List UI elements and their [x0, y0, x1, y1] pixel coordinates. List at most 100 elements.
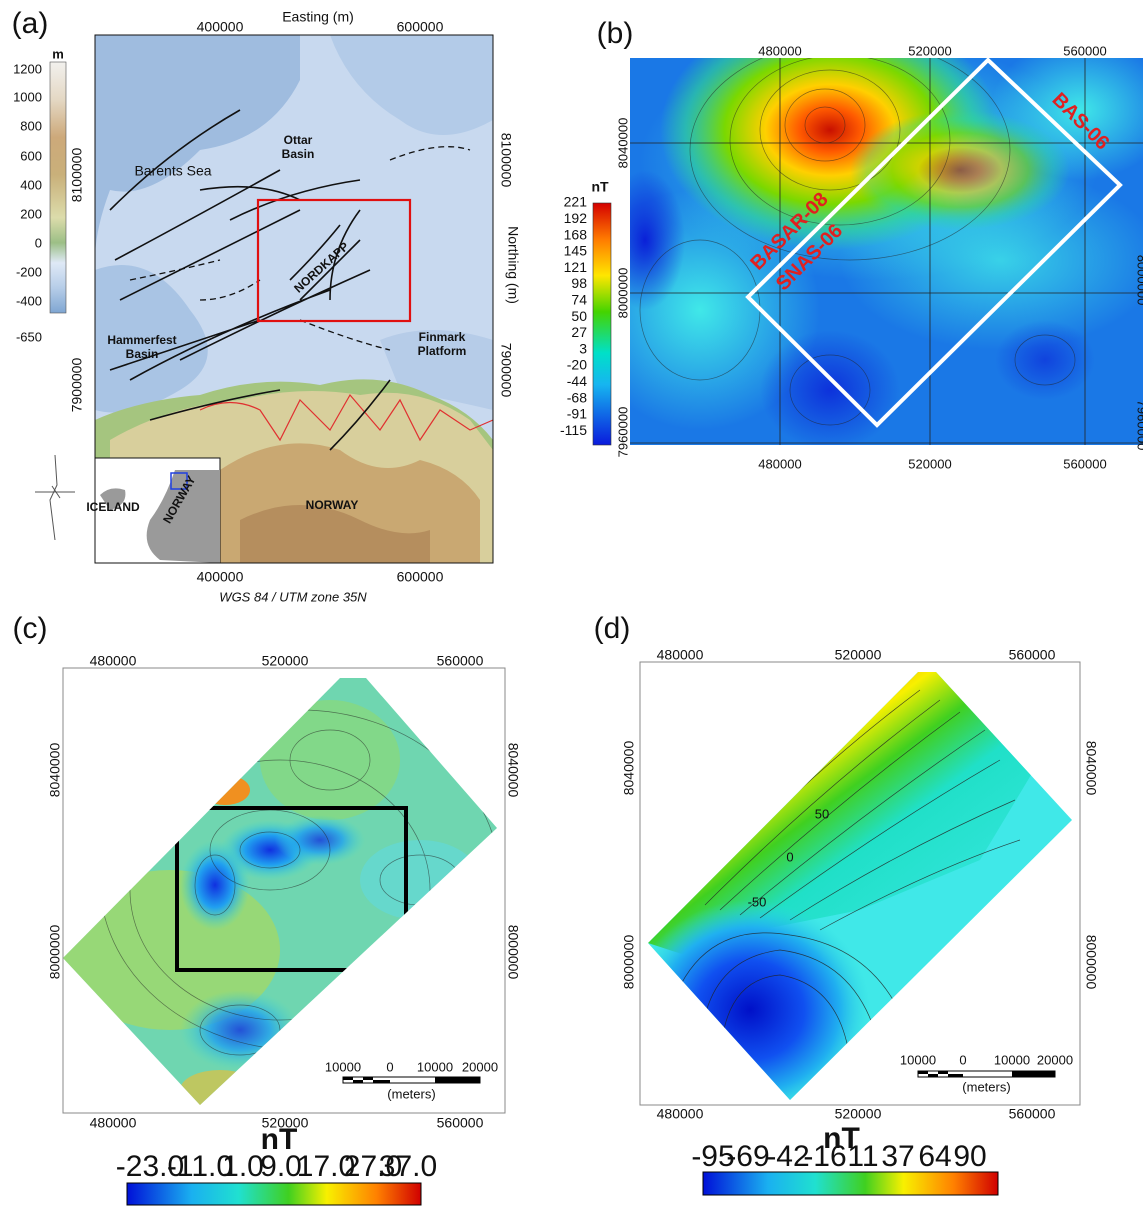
place-name: Platform [418, 344, 467, 358]
tick-label: 400000 [197, 19, 244, 35]
colorbar-label: 74 [571, 292, 587, 308]
place-name: Barents Sea [134, 163, 211, 179]
colorbar-label: -16 [803, 1140, 846, 1173]
tick-label: 7960000 [615, 407, 630, 458]
colorbar-label: 37.0 [379, 1150, 437, 1183]
colorbar-label: 800 [20, 118, 42, 133]
colorbar-label: -68 [567, 389, 587, 405]
tick-label: 8000000 [615, 268, 630, 319]
colorbar-label: 400 [20, 177, 42, 192]
tick-label: 8000000 [47, 925, 63, 980]
colorbar-label: 11 [847, 1140, 878, 1173]
scale-label: 0 [386, 1059, 393, 1074]
colorbar-label: 121 [564, 259, 588, 275]
colorbar-unit: m [52, 46, 64, 61]
place-name: Hammerfest [107, 333, 176, 347]
colorbar-d [703, 1172, 998, 1195]
scale-bar-c [343, 1077, 480, 1083]
tick-label: 8000000 [1083, 935, 1099, 990]
colorbar-label: -20 [567, 357, 587, 373]
colorbar-label: 200 [20, 206, 42, 221]
place-name: Basin [126, 347, 159, 361]
tick-label: 8100000 [498, 133, 514, 188]
tick-label: 7900000 [498, 343, 514, 398]
tick-label: 560000 [437, 653, 484, 669]
tick-label: 480000 [90, 1115, 137, 1131]
colorbar-a [50, 62, 66, 313]
panel-label: (c) [13, 612, 48, 645]
tick-label: 480000 [657, 647, 704, 663]
tick-label: 400000 [197, 569, 244, 585]
scale-unit: (meters) [387, 1086, 435, 1101]
tick-label: 480000 [758, 43, 801, 58]
map-a [95, 35, 493, 563]
tick-label: 560000 [1009, 647, 1056, 663]
colorbar-c [127, 1183, 421, 1205]
panel-label: (d) [594, 612, 631, 645]
tick-label: 520000 [908, 456, 951, 471]
colorbar-label: 3 [579, 340, 587, 356]
tick-label: 8000000 [621, 935, 637, 990]
tick-label: 480000 [758, 456, 801, 471]
contour-label: 50 [815, 806, 829, 821]
tick-label: 480000 [657, 1106, 704, 1122]
colorbar-label: 1200 [13, 61, 42, 76]
tick-label: 8040000 [615, 118, 630, 169]
scale-unit: (meters) [962, 1079, 1010, 1094]
contour-label: -50 [748, 894, 767, 909]
colorbar-label: 192 [564, 210, 588, 226]
colorbar-label: -44 [567, 373, 587, 389]
colorbar-label: -200 [16, 264, 42, 279]
tick-label: 560000 [1063, 43, 1106, 58]
map-b [580, 10, 1143, 450]
colorbar-label: 37 [881, 1140, 914, 1173]
panel-label: (a) [12, 7, 49, 40]
colorbar-label: 1000 [13, 89, 42, 104]
tick-label: 8040000 [621, 741, 637, 796]
tick-label: 7900000 [69, 358, 85, 413]
colorbar-label: 145 [564, 243, 588, 259]
tick-label: 600000 [397, 19, 444, 35]
colorbar-label: 9.0 [260, 1150, 302, 1183]
scale-label: 10000 [325, 1059, 361, 1074]
scale-label: 10000 [994, 1052, 1030, 1067]
tick-label: 8040000 [47, 743, 63, 798]
tick-label: 8040000 [1083, 741, 1099, 796]
map-c [60, 668, 505, 1113]
tick-label: 520000 [835, 647, 882, 663]
colorbar-label: 168 [564, 226, 588, 242]
place-name: NORWAY [306, 498, 359, 512]
axis-title: Easting (m) [282, 9, 354, 25]
colorbar-b [593, 203, 611, 445]
colorbar-label: 50 [571, 308, 587, 324]
place-name: Ottar [284, 133, 313, 147]
inset-label: ICELAND [86, 500, 140, 514]
colorbar-label: 27 [571, 324, 587, 340]
colorbar-label: 98 [571, 275, 587, 291]
colorbar-label: 64 [918, 1140, 951, 1173]
tick-label: 7960000 [1135, 400, 1143, 451]
contour-label: 0 [786, 849, 793, 864]
panel-label: (b) [597, 17, 634, 50]
tick-label: 8100000 [69, 148, 85, 203]
tick-label: 8040000 [505, 743, 521, 798]
tick-label: 600000 [397, 569, 444, 585]
tick-label: 8000000 [505, 925, 521, 980]
colorbar-label: 0 [35, 235, 42, 250]
tick-label: 560000 [1009, 1106, 1056, 1122]
place-name: Basin [282, 147, 315, 161]
north-arrow [35, 455, 75, 540]
tick-label: 520000 [835, 1106, 882, 1122]
colorbar-label: -115 [560, 422, 587, 438]
colorbar-label: 1.0 [222, 1150, 264, 1183]
tick-label: 560000 [437, 1115, 484, 1131]
scale-bar-d [918, 1071, 1055, 1077]
tick-label: 560000 [1063, 456, 1106, 471]
colorbar-label: -91 [567, 406, 587, 422]
figure: (a)(b)(c)(d)Easting (m)Northing (m)40000… [0, 0, 1143, 1207]
scale-label: 10000 [417, 1059, 453, 1074]
projection: WGS 84 / UTM zone 35N [219, 589, 367, 604]
scale-label: 20000 [462, 1059, 498, 1074]
colorbar-label: -400 [16, 293, 42, 308]
axis-title: Northing (m) [505, 226, 521, 304]
